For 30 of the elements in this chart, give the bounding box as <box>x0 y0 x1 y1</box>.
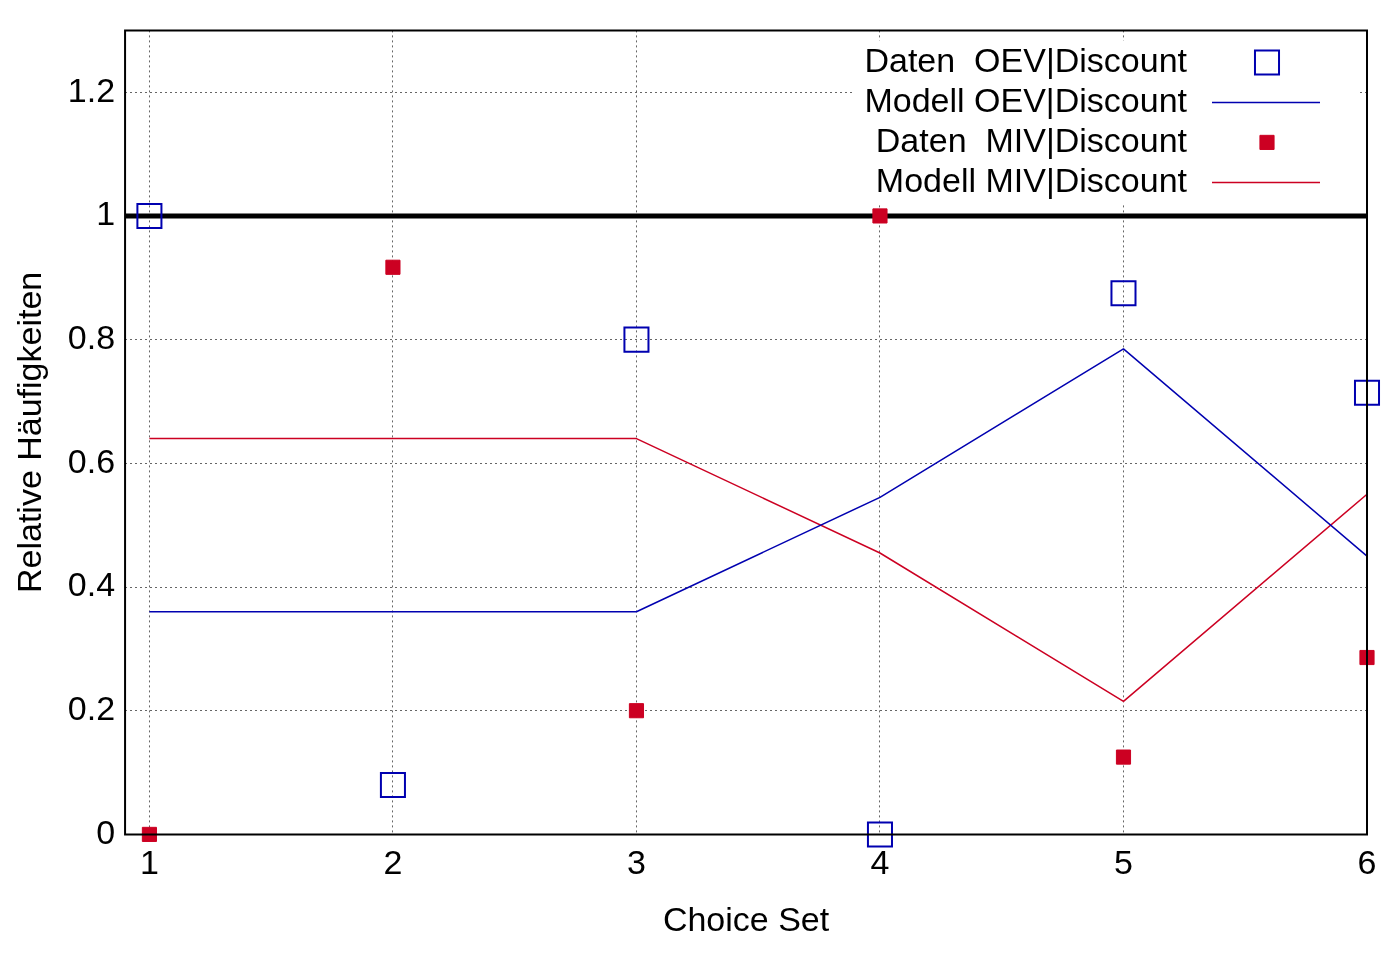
point <box>1353 379 1381 406</box>
point <box>628 703 645 719</box>
legend-label: Modell OEV|Discount <box>864 80 1188 119</box>
point <box>623 326 650 353</box>
y-tick-label: 0.4 <box>67 565 116 604</box>
y-tick-label: 0 <box>96 812 116 851</box>
x-tick-label: 4 <box>870 843 890 882</box>
legend-label: Modell MIV|Discount <box>875 160 1188 199</box>
x-axis-title: Choice Set <box>662 899 830 938</box>
y-axis-title: Relative Häufigkeiten <box>9 271 48 594</box>
x-tick-label: 3 <box>626 843 646 882</box>
legend-label: Daten MIV|Discount <box>875 120 1188 159</box>
y-tick-label: 0.8 <box>67 318 116 357</box>
x-tick-label: 1 <box>139 843 159 882</box>
y-tick-label: 0.2 <box>67 689 116 728</box>
point <box>872 208 888 224</box>
y-tick-label: 1.2 <box>67 70 116 109</box>
x-tick-label: 2 <box>383 843 403 882</box>
point <box>136 202 163 229</box>
point <box>1115 749 1132 765</box>
y-tick-label: 0.6 <box>67 441 116 480</box>
point <box>379 771 406 798</box>
point <box>866 821 893 848</box>
legend-label: Daten OEV|Discount <box>864 40 1188 79</box>
point <box>1359 649 1375 666</box>
y-tick-label: 1 <box>96 194 116 233</box>
x-tick-label: 6 <box>1357 843 1377 882</box>
x-tick-label: 5 <box>1114 843 1133 882</box>
point <box>1110 280 1137 307</box>
point <box>385 259 401 275</box>
